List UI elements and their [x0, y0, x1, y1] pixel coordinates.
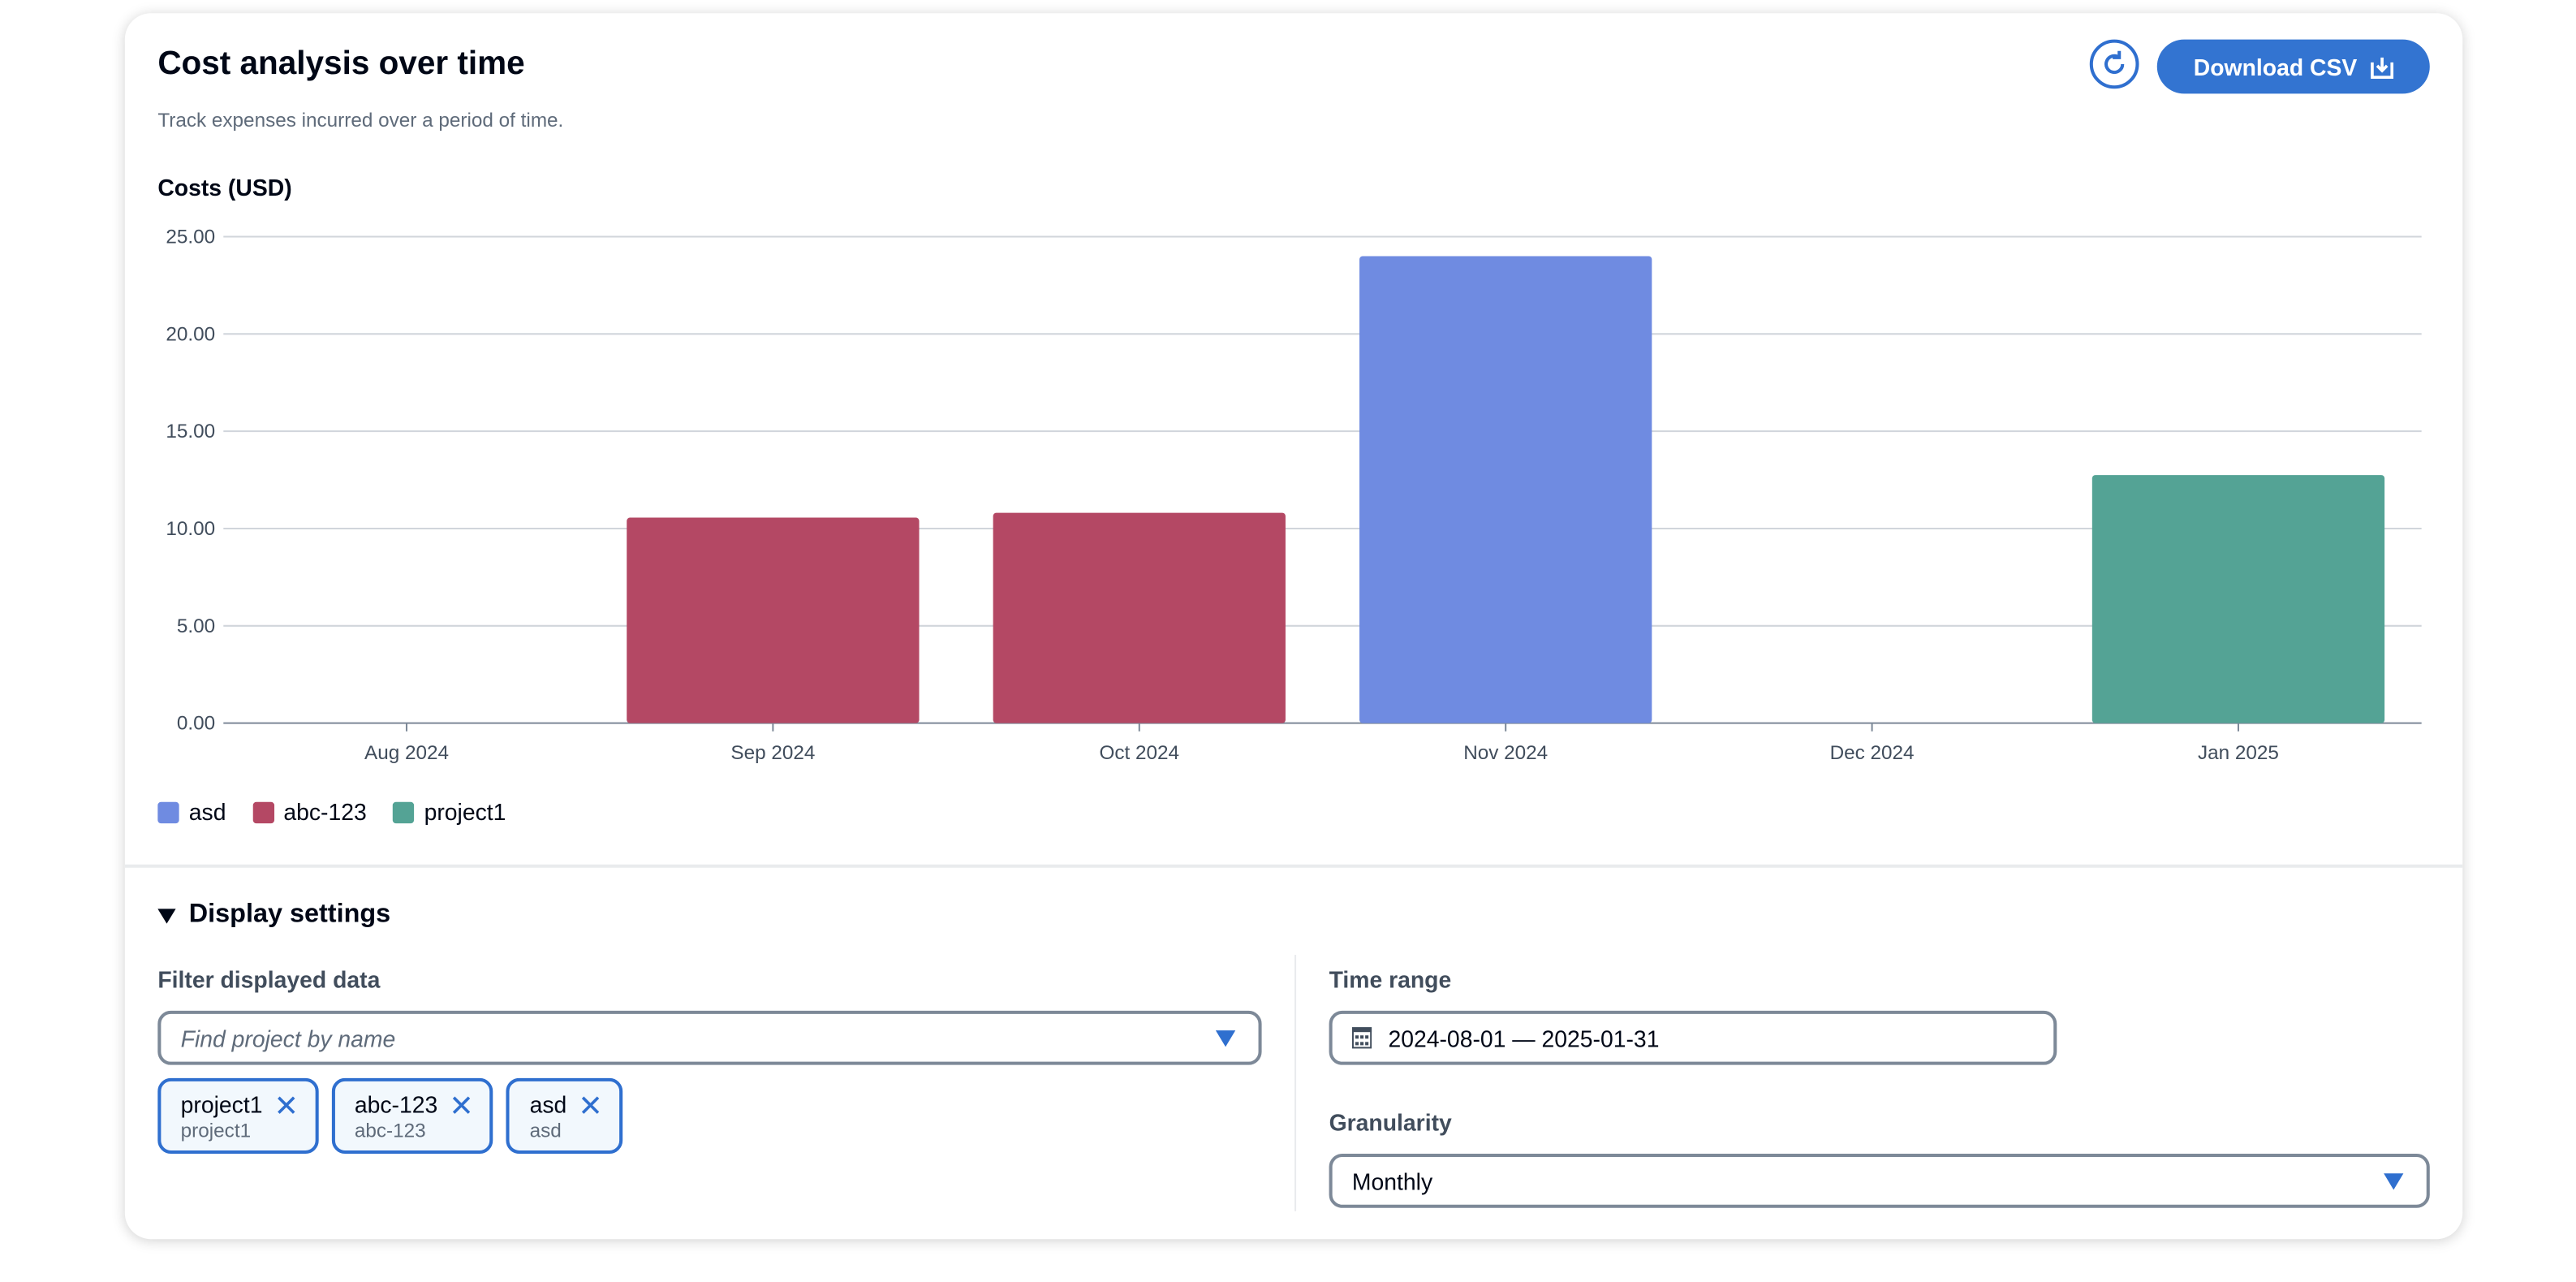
cost-analysis-card: Cost analysis over time Track expenses i… [124, 13, 2463, 1240]
y-tick-label: 0.00 [177, 713, 215, 735]
bar-abc-123-sep-2024 [627, 517, 920, 723]
y-tick-label: 20.00 [166, 323, 215, 345]
page-subtitle: Track expenses incurred over a period of… [157, 108, 564, 132]
token-name: asd [529, 1091, 567, 1118]
legend-label: asd [188, 798, 226, 826]
y-tick-label: 10.00 [166, 518, 215, 540]
x-tick-label: Jan 2025 [2198, 742, 2279, 764]
y-tick-label: 5.00 [177, 615, 215, 637]
y-tick-label: 25.00 [166, 227, 215, 248]
dropdown-caret-icon [1215, 1029, 1236, 1047]
bar-abc-123-oct-2024 [993, 512, 1286, 723]
granularity-select[interactable]: Monthly [1329, 1153, 2430, 1208]
y-axis-title: Costs (USD) [157, 174, 292, 201]
time-range-input[interactable]: 2024-08-01 — 2025-01-31 [1329, 1010, 2057, 1065]
download-icon [2370, 56, 2393, 78]
refresh-icon [2104, 50, 2125, 75]
dropdown-caret-icon [2384, 1172, 2404, 1189]
token-description: abc-123 [354, 1119, 426, 1142]
download-csv-button[interactable]: Download CSV [2156, 39, 2430, 94]
x-tick-label: Dec 2024 [1830, 742, 1915, 764]
token-abc-123: abc-123 abc-123 ✕ [331, 1077, 494, 1154]
token-description: asd [529, 1119, 562, 1142]
time-range-value: 2024-08-01 — 2025-01-31 [1388, 1025, 1660, 1051]
token-project1: project1 project1 ✕ [157, 1077, 319, 1154]
download-csv-label: Download CSV [2193, 53, 2358, 80]
granularity-label: Granularity [1329, 1109, 1452, 1136]
bar-asd-nov-2024 [1359, 256, 1652, 723]
remove-token-close-icon[interactable]: ✕ [578, 1090, 603, 1123]
filter-placeholder: Find project by name [180, 1025, 396, 1051]
calendar-icon [1351, 1027, 1372, 1049]
x-tick-label: Aug 2024 [364, 742, 449, 764]
chart-legend: asd abc-123 project1 [157, 799, 506, 825]
selected-tokens: project1 project1 ✕ abc-123 abc-123 ✕ asd asd ✕ [157, 1077, 623, 1154]
y-tick-label: 15.00 [166, 421, 215, 442]
x-tick-label: Nov 2024 [1463, 742, 1548, 764]
display-settings-toggle[interactable]: Display settings [157, 900, 390, 930]
filter-label: Filter displayed data [157, 966, 381, 993]
legend-label: abc-123 [283, 798, 367, 826]
token-name: project1 [180, 1091, 263, 1118]
refresh-button[interactable] [2089, 39, 2139, 89]
granularity-value: Monthly [1351, 1168, 1433, 1194]
remove-token-close-icon[interactable]: ✕ [274, 1090, 299, 1123]
x-tick-label: Sep 2024 [730, 742, 815, 764]
display-settings-title: Display settings [188, 900, 391, 929]
legend-swatch [393, 801, 415, 823]
remove-token-close-icon[interactable]: ✕ [449, 1090, 474, 1123]
cost-bar-chart: 0.00 5.00 10.00 15.00 20.00 25.00 Aug 2024 Sep … [166, 227, 2422, 764]
page-title: Cost analysis over time [157, 45, 525, 83]
legend-swatch [157, 801, 179, 823]
token-name: abc-123 [354, 1091, 438, 1118]
caret-down-icon [157, 909, 176, 924]
legend-item-project1[interactable]: project1 [393, 799, 506, 825]
section-divider [124, 864, 2463, 868]
legend-item-asd[interactable]: asd [157, 799, 226, 825]
legend-swatch [252, 801, 274, 823]
x-tick-label: Oct 2024 [1100, 742, 1180, 764]
bar-project1-jan-2025 [2091, 475, 2385, 723]
column-divider [1294, 955, 1297, 1211]
time-range-label: Time range [1329, 966, 1452, 993]
legend-item-abc-123[interactable]: abc-123 [252, 799, 367, 825]
project-filter-input[interactable]: Find project by name [157, 1010, 1262, 1065]
token-description: project1 [180, 1119, 252, 1142]
legend-label: project1 [424, 798, 506, 826]
token-asd: asd asd ✕ [506, 1077, 623, 1154]
